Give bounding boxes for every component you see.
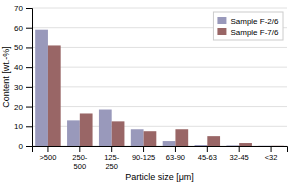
tick: 10 xyxy=(14,122,32,131)
tick-mark xyxy=(26,47,32,48)
x-axis: >500 250-500 125-250 90-125 63-90 45-63 32-45 <… xyxy=(33,146,288,171)
bar-series xyxy=(48,45,284,146)
legend-item: Sample F-2/6 xyxy=(217,17,279,26)
tick-label-line: <32 xyxy=(265,153,278,162)
tick-label-line: 45-63 xyxy=(198,153,217,162)
tick-mark xyxy=(271,146,272,152)
tick-label-line: 63-90 xyxy=(166,153,185,162)
tick-label: 45-63 xyxy=(198,153,217,162)
tick-mark xyxy=(26,126,32,127)
legend-item: Sample F-7/6 xyxy=(217,28,279,37)
tick-label: <32 xyxy=(265,153,278,162)
tick-mark xyxy=(47,146,48,152)
legend-frame xyxy=(213,12,283,40)
bar xyxy=(195,145,208,146)
tick: 0 xyxy=(19,142,32,151)
y-axis-title: Content [wt.-%] xyxy=(1,46,11,108)
y-axis: 0 10 20 30 40 50 60 70 xyxy=(14,4,32,151)
bar xyxy=(207,136,220,146)
grid-line xyxy=(32,47,287,48)
tick: 60 xyxy=(14,24,32,33)
tick-label-line: 500 xyxy=(74,162,87,171)
tick-label: 30 xyxy=(14,83,23,92)
tick: 45-63 xyxy=(198,146,217,162)
legend-label: Sample F-2/6 xyxy=(230,17,279,26)
tick: 50 xyxy=(14,43,32,52)
tick-label: 0 xyxy=(19,142,24,151)
grid-line xyxy=(32,8,287,9)
tick: 70 xyxy=(14,4,32,13)
tick: 40 xyxy=(14,63,32,72)
bar xyxy=(175,129,188,146)
bar xyxy=(144,131,157,146)
bar xyxy=(35,30,48,146)
tick-label-line: 90-125 xyxy=(132,153,155,162)
chart: 0 10 20 30 40 50 60 70 >500 250-500 125-250 90-125 6… xyxy=(0,0,295,184)
bar xyxy=(226,145,239,146)
plot-area: 0 10 20 30 40 50 60 70 >500 250-500 125-250 90-125 6… xyxy=(14,4,287,171)
tick-mark xyxy=(111,146,112,152)
grid-line xyxy=(32,86,287,87)
tick-mark xyxy=(26,67,32,68)
tick-mark xyxy=(26,107,32,108)
bar xyxy=(271,145,284,146)
tick-label-line: 250 xyxy=(105,162,118,171)
tick: <32 xyxy=(265,146,278,162)
tick-label: 70 xyxy=(14,4,23,13)
tick-label-line: >500 xyxy=(39,153,56,162)
tick-mark xyxy=(26,87,32,88)
bar xyxy=(131,129,144,146)
tick-mark xyxy=(79,146,80,152)
tick-mark xyxy=(26,8,32,9)
tick-label: 50 xyxy=(14,43,23,52)
tick-label: 250-500 xyxy=(72,153,88,170)
grid-line xyxy=(32,67,287,68)
tick: 125-250 xyxy=(104,146,120,171)
tick-label: 20 xyxy=(14,103,23,112)
tick: 250-500 xyxy=(72,146,88,171)
x-axis-title: Particle size [μm] xyxy=(125,172,194,182)
tick-mark xyxy=(26,146,32,147)
bar xyxy=(80,113,93,146)
tick-label: 40 xyxy=(14,63,23,72)
tick-label: 10 xyxy=(14,122,23,131)
tick-label: 90-125 xyxy=(132,153,155,162)
tick: 32-45 xyxy=(230,146,249,162)
grid xyxy=(32,8,287,146)
tick: 20 xyxy=(14,103,32,112)
legend-label: Sample F-7/6 xyxy=(230,28,279,37)
tick-mark xyxy=(239,146,240,152)
bar xyxy=(99,110,112,146)
tick: 90-125 xyxy=(132,146,155,162)
grid-line xyxy=(32,106,287,107)
tick-label-line: 32-45 xyxy=(230,153,249,162)
legend: Sample F-2/6 Sample F-7/6 xyxy=(213,12,283,40)
tick-label: >500 xyxy=(39,153,56,162)
tick-mark xyxy=(26,28,32,29)
tick-mark xyxy=(207,146,208,152)
tick-mark xyxy=(143,146,144,152)
legend-swatch xyxy=(217,28,226,35)
tick: 30 xyxy=(14,83,32,92)
bar xyxy=(163,141,176,146)
bar xyxy=(258,145,271,146)
bar xyxy=(67,120,80,146)
axis-line xyxy=(33,147,288,153)
tick-label: 63-90 xyxy=(166,153,185,162)
bars xyxy=(35,30,284,146)
axis-line xyxy=(26,9,33,147)
legend-swatch xyxy=(217,17,226,24)
bar xyxy=(239,143,252,146)
tick-label: 60 xyxy=(14,24,23,33)
bar xyxy=(48,45,61,146)
bar xyxy=(112,121,125,146)
bar-series xyxy=(35,30,271,146)
tick: 63-90 xyxy=(166,146,185,162)
tick: >500 xyxy=(39,146,56,162)
tick-mark xyxy=(175,146,176,152)
tick-label: 125-250 xyxy=(104,153,120,170)
tick-label: 32-45 xyxy=(230,153,249,162)
